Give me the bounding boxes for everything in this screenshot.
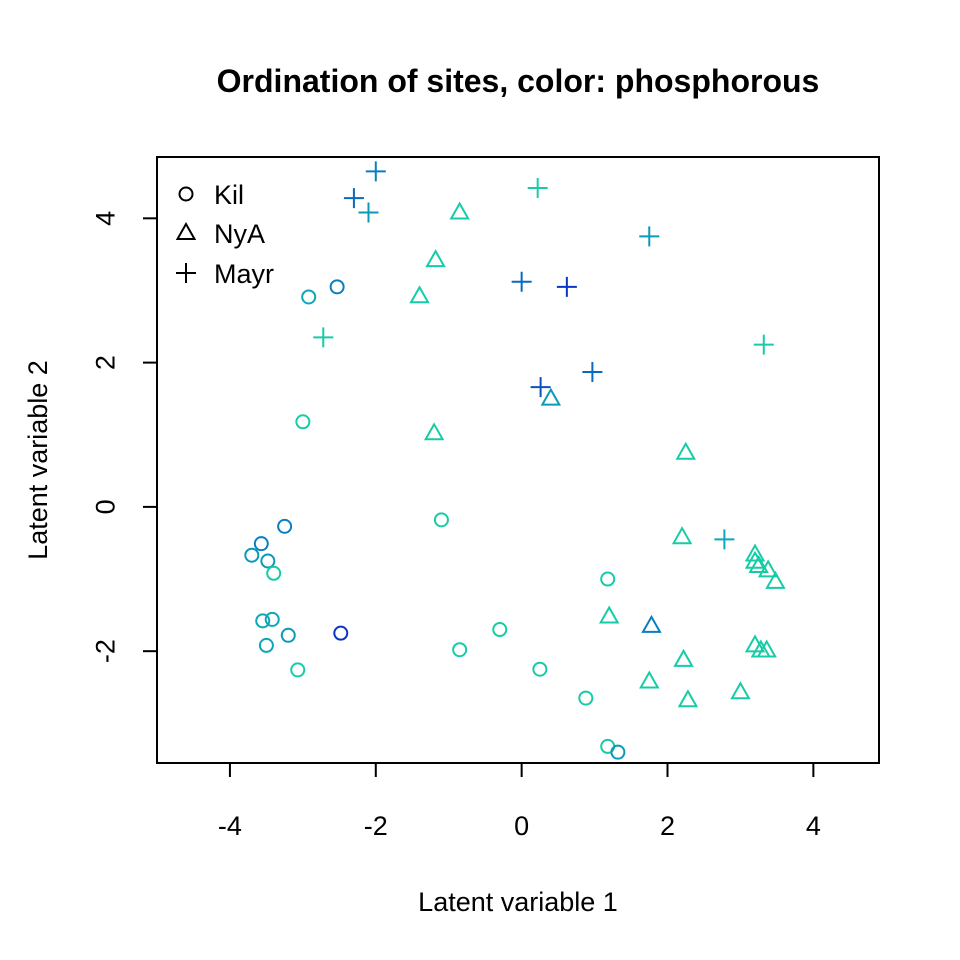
point-plus bbox=[343, 188, 364, 209]
point-triangle bbox=[744, 550, 766, 569]
legend-entry-kil: Kil bbox=[178, 180, 244, 210]
series-kil bbox=[244, 279, 626, 760]
point-circle bbox=[600, 571, 616, 587]
point-triangle bbox=[671, 526, 693, 545]
point-circle bbox=[329, 279, 345, 295]
point-triangle bbox=[744, 634, 766, 653]
x-tick-label: 4 bbox=[806, 811, 821, 841]
x-tick-label: -2 bbox=[364, 811, 388, 841]
legend-label-kil: Kil bbox=[214, 180, 244, 210]
legend: Kil NyA Mayr bbox=[175, 180, 274, 289]
point-plus bbox=[365, 161, 386, 182]
point-plus bbox=[530, 377, 551, 398]
point-plus bbox=[639, 226, 660, 247]
point-triangle bbox=[425, 249, 446, 268]
y-tick-label: -2 bbox=[90, 639, 120, 663]
point-triangle bbox=[540, 387, 562, 406]
point-triangle bbox=[598, 605, 620, 624]
x-tick-label: 2 bbox=[660, 811, 675, 841]
point-circle bbox=[266, 565, 282, 581]
legend-marker-circle bbox=[178, 186, 194, 202]
point-triangle bbox=[677, 689, 699, 708]
point-plus bbox=[527, 178, 548, 199]
legend-marker-plus bbox=[176, 263, 196, 283]
point-plus bbox=[313, 327, 334, 348]
point-circle bbox=[610, 744, 626, 760]
point-circle bbox=[258, 637, 274, 653]
point-circle bbox=[255, 613, 271, 629]
point-triangle bbox=[409, 285, 430, 304]
point-triangle bbox=[765, 570, 786, 589]
point-circle bbox=[244, 547, 260, 563]
point-triangle bbox=[750, 639, 772, 658]
point-circle bbox=[301, 289, 317, 305]
point-circle bbox=[290, 662, 306, 678]
point-circle bbox=[253, 536, 269, 552]
point-triangle bbox=[675, 441, 696, 460]
y-tick-label: 2 bbox=[90, 355, 120, 370]
point-circle bbox=[260, 553, 276, 569]
legend-label-mayr: Mayr bbox=[214, 259, 274, 289]
y-axis-label: Latent variable 2 bbox=[23, 360, 53, 560]
point-triangle bbox=[756, 639, 777, 658]
point-circle bbox=[295, 414, 311, 430]
point-circle bbox=[277, 518, 293, 534]
point-circle bbox=[433, 512, 449, 528]
point-circle bbox=[264, 611, 280, 627]
x-tick-label: 0 bbox=[514, 811, 529, 841]
point-triangle bbox=[757, 559, 779, 578]
point-circle bbox=[578, 690, 594, 706]
point-circle bbox=[452, 642, 468, 658]
point-circle bbox=[280, 627, 296, 643]
x-axis: -4 -2 0 2 4 bbox=[218, 763, 821, 841]
point-triangle bbox=[744, 543, 766, 562]
y-tick-label: 0 bbox=[90, 499, 120, 514]
point-circle bbox=[492, 622, 508, 638]
legend-label-nya: NyA bbox=[214, 219, 265, 249]
x-tick-label: -4 bbox=[218, 811, 242, 841]
series-mayr bbox=[313, 161, 774, 550]
point-triangle bbox=[423, 422, 445, 441]
y-axis: -2 0 2 4 bbox=[90, 211, 157, 663]
point-triangle bbox=[748, 555, 769, 574]
data-points bbox=[244, 161, 786, 760]
point-triangle bbox=[641, 614, 662, 633]
point-plus bbox=[511, 271, 532, 292]
point-triangle bbox=[730, 681, 751, 700]
plot-frame bbox=[156, 156, 880, 764]
point-triangle bbox=[449, 201, 470, 220]
chart-title: Ordination of sites, color: phosphorous bbox=[217, 63, 820, 99]
point-plus bbox=[753, 334, 774, 355]
legend-marker-triangle bbox=[175, 221, 197, 240]
legend-entry-mayr: Mayr bbox=[176, 259, 274, 289]
y-tick-label: 4 bbox=[90, 211, 120, 226]
point-triangle bbox=[639, 670, 660, 689]
point-plus bbox=[358, 202, 379, 223]
point-circle bbox=[333, 625, 349, 641]
point-triangle bbox=[673, 648, 694, 667]
point-plus bbox=[556, 276, 577, 297]
point-plus bbox=[582, 361, 603, 382]
series-nya bbox=[409, 201, 786, 708]
point-circle bbox=[532, 661, 548, 677]
point-plus bbox=[714, 529, 735, 550]
x-axis-label: Latent variable 1 bbox=[418, 887, 618, 917]
legend-entry-nya: NyA bbox=[175, 219, 265, 249]
